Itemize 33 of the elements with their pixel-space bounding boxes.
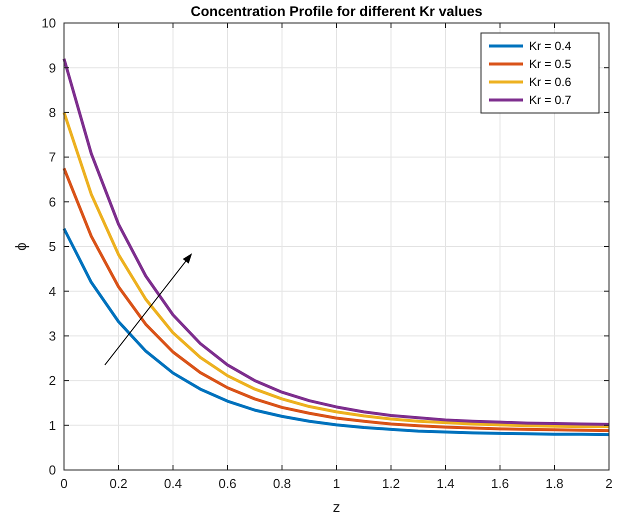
x-tick-label: 0.4 xyxy=(164,476,182,491)
y-tick-label: 9 xyxy=(48,60,56,76)
x-axis-title: z xyxy=(332,499,340,516)
x-tick-label: 0 xyxy=(60,476,68,491)
y-axis-title: ϕ xyxy=(13,242,30,251)
x-tick-label: 1.6 xyxy=(490,476,510,491)
x-tick-label: 0.8 xyxy=(272,476,292,491)
y-tick-label: 8 xyxy=(48,104,56,120)
y-tick-label: 4 xyxy=(48,284,56,299)
y-tick-label: 3 xyxy=(48,328,56,344)
y-tick-label: 7 xyxy=(48,150,56,165)
x-tick-label: 1.4 xyxy=(436,476,455,491)
y-tick-label: 6 xyxy=(48,194,56,210)
y-tick-label: 10 xyxy=(42,16,56,31)
x-tick-label: 1.2 xyxy=(382,476,400,491)
x-tick-label: 1.8 xyxy=(545,476,564,491)
line-series xyxy=(62,227,610,436)
y-tick-label: 0 xyxy=(48,462,56,478)
chart-title: Concentration Profile for different Kr values xyxy=(190,3,483,19)
legend-label: Kr = 0.5 xyxy=(529,57,572,72)
x-tick-label: 2 xyxy=(605,476,613,491)
legend-label: Kr = 0.6 xyxy=(529,75,572,90)
line-series xyxy=(62,110,610,428)
legend-label: Kr = 0.7 xyxy=(529,93,572,108)
legend-label: Kr = 0.4 xyxy=(529,39,572,54)
x-tick-label: 0.6 xyxy=(218,476,237,491)
line-series xyxy=(62,166,610,432)
y-tick-label: 1 xyxy=(48,418,56,433)
y-tick-label: 2 xyxy=(48,373,56,388)
line-series xyxy=(62,57,610,426)
x-tick-label: 1 xyxy=(332,476,340,491)
x-tick-label: 0.2 xyxy=(109,476,128,491)
y-tick-label: 5 xyxy=(48,239,56,254)
